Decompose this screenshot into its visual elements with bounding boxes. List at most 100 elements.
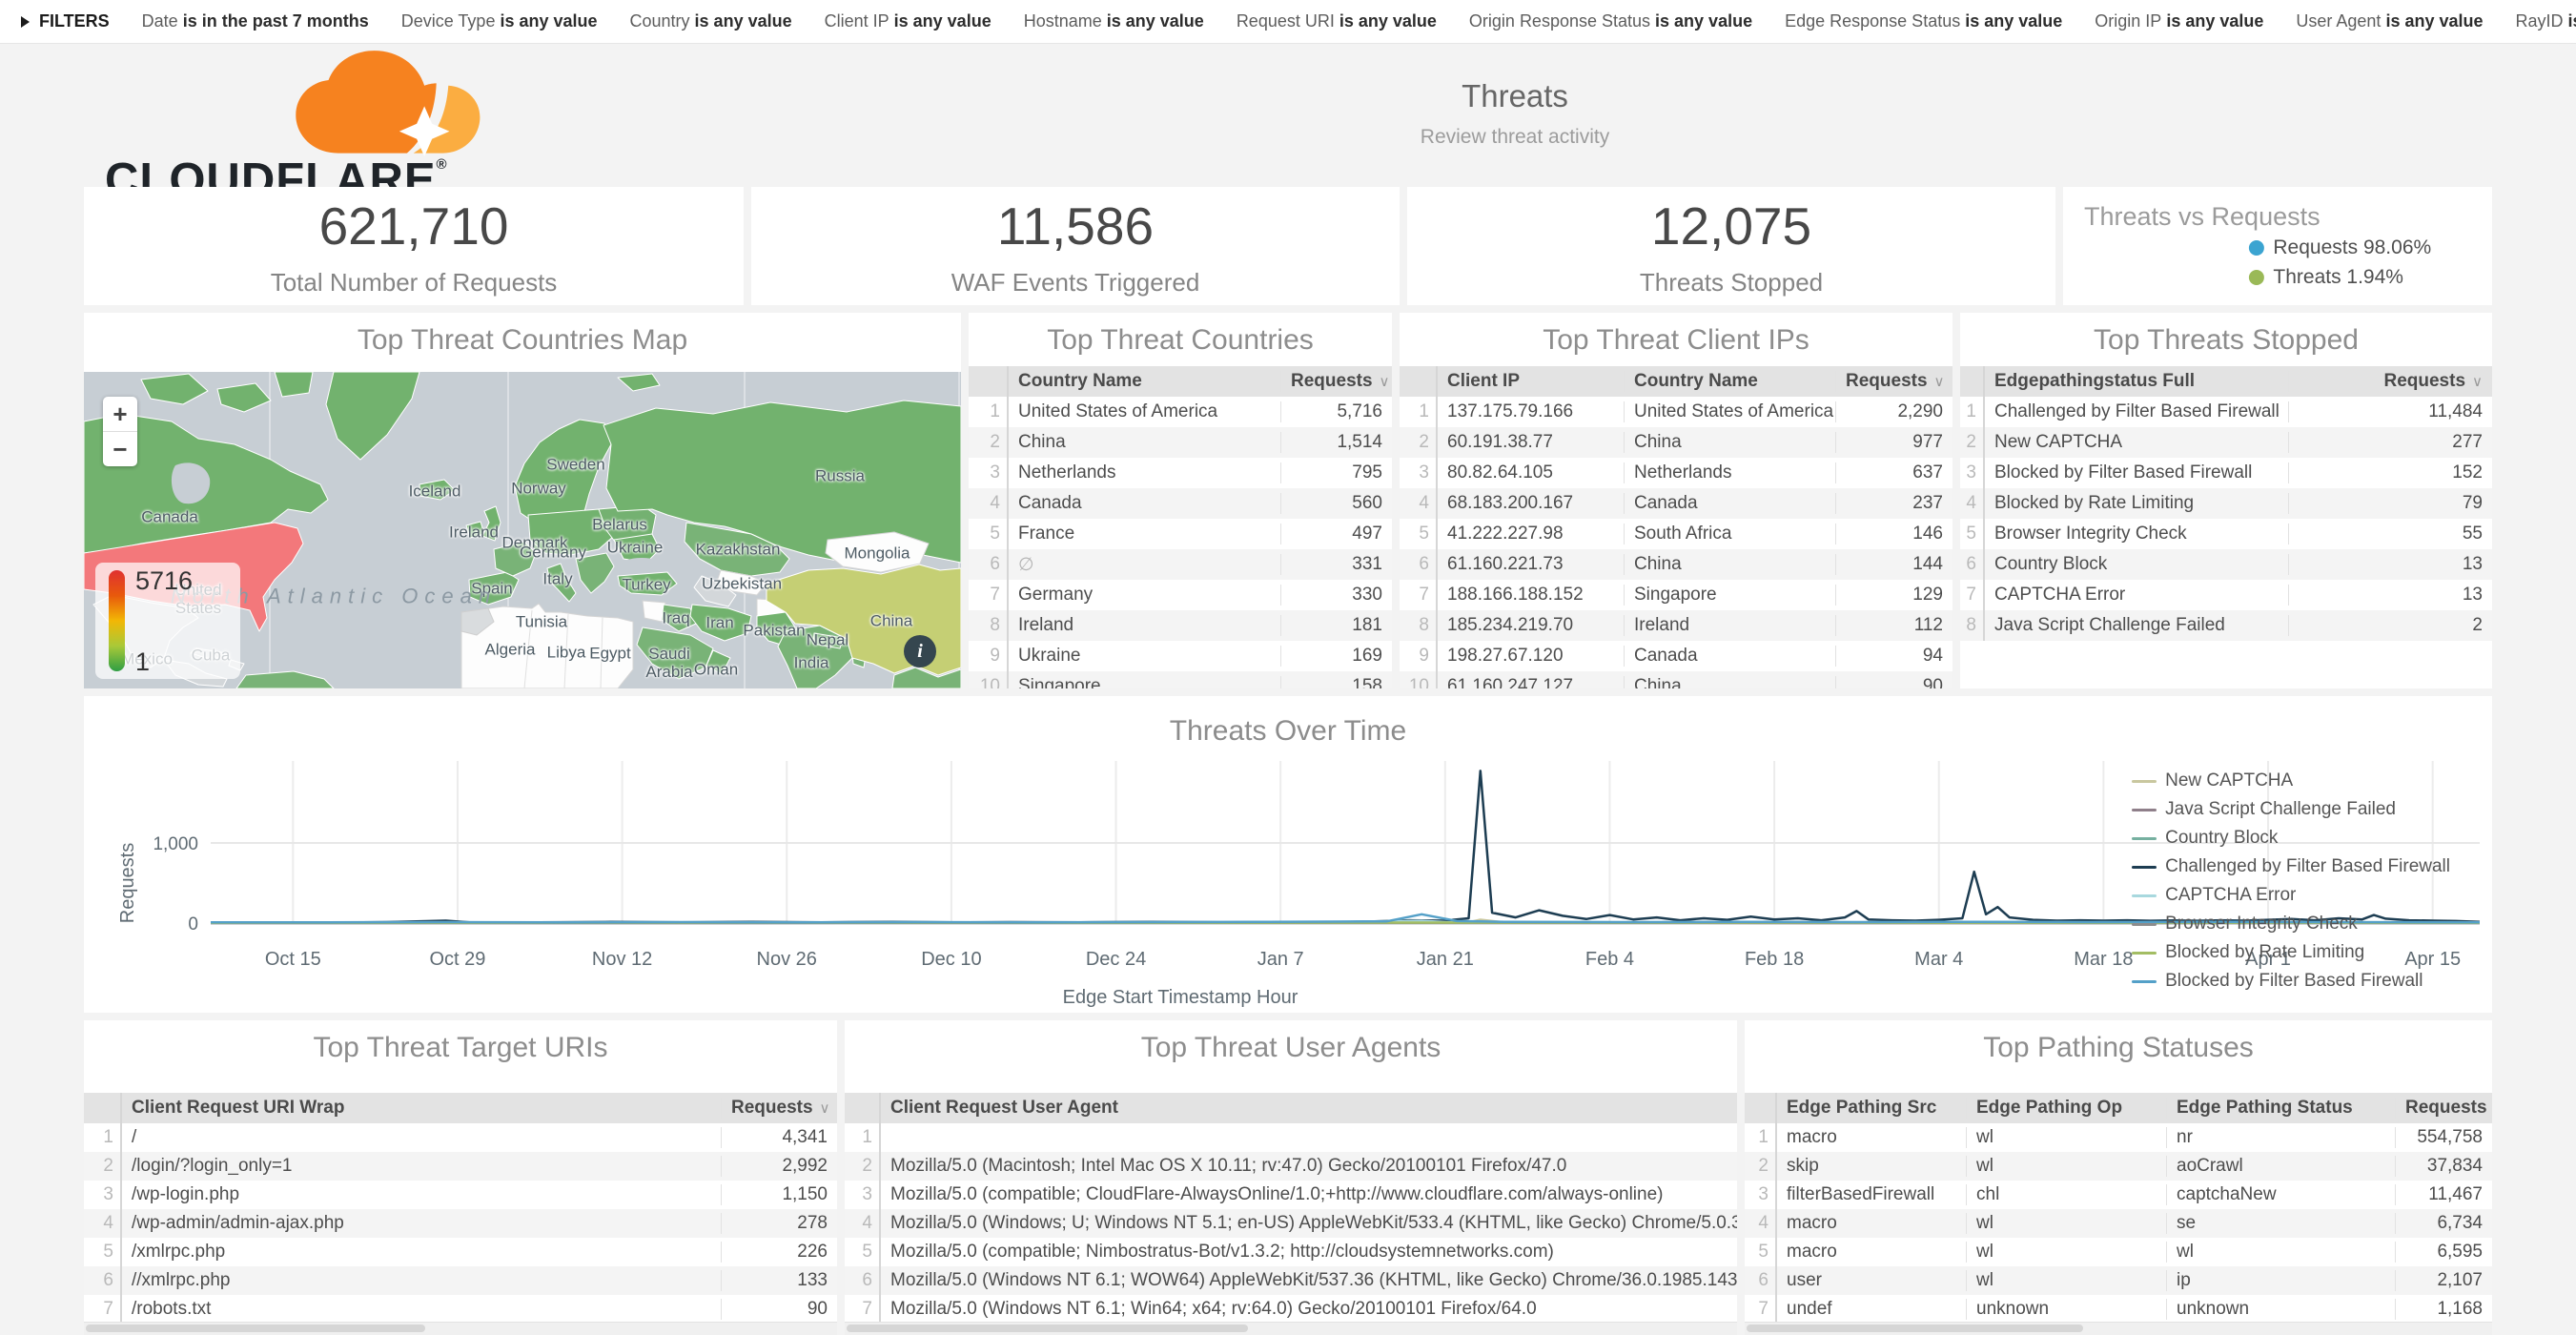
table-row[interactable]: 5 France 497 [969,519,1392,549]
filter-item[interactable]: Hostname is any value [1024,11,1204,31]
table-row[interactable]: 4 Canada 560 [969,488,1392,519]
legend-item[interactable]: Requests 98.06% [2248,236,2431,259]
column-header[interactable]: Edge Pathing Status [2166,1098,2395,1119]
filter-item[interactable]: RayIDis any val... [2516,11,2576,31]
table-row[interactable]: 10 61.160.247.127 China 90 [1400,671,1952,688]
table-row[interactable]: 8 185.234.219.70 Ireland 112 [1400,610,1952,641]
table-row[interactable]: 5 Browser Integrity Check 55 [1960,519,2492,549]
table-row[interactable]: 1 / 4,341 [84,1123,837,1152]
table-row[interactable]: 4 Mozilla/5.0 (Windows; U; Windows NT 5.1… [845,1209,1737,1238]
world-map[interactable]: CanadaUnited StatesMexicoCubaIcelandIrel… [84,371,961,688]
table-row[interactable]: 2 60.191.38.77 China 977 [1400,427,1952,458]
horizontal-scrollbar[interactable] [1745,1322,2492,1335]
map-info-icon[interactable]: i [904,635,936,668]
column-header[interactable]: Requests∨ [721,1098,837,1119]
column-header[interactable]: Requests∨ [1280,371,1392,392]
table-row[interactable]: 6 ∅ 331 [969,549,1392,580]
table-row[interactable]: 6 //xmlrpc.php 133 [84,1266,837,1295]
table-row[interactable]: 1 [845,1123,1737,1152]
table-row[interactable]: 1 Challenged by Filter Based Firewall 11,4… [1960,397,2492,427]
table-row[interactable]: 1 macro wl nr 554,758 [1745,1123,2492,1152]
sort-chevron-icon[interactable]: ∨ [819,1100,830,1117]
table-row[interactable]: 5 41.222.227.98 South Africa 146 [1400,519,1952,549]
table-row[interactable]: 6 61.160.221.73 China 144 [1400,549,1952,580]
table-row[interactable]: 6 user wl ip 2,107 [1745,1266,2492,1295]
filter-item[interactable]: User Agent is any value [2296,11,2483,31]
table-row[interactable]: 10 Singapore 158 [969,671,1392,688]
scrollbar-thumb[interactable] [847,1325,1249,1332]
filter-item[interactable]: Country is any value [630,11,792,31]
sort-chevron-icon[interactable]: ∨ [2472,374,2483,390]
table-row[interactable]: 2 Mozilla/5.0 (Macintosh; Intel Mac OS X … [845,1152,1737,1181]
column-header[interactable]: Requests∨ [1835,371,1952,392]
column-header[interactable]: Edge Pathing Src [1787,1098,1937,1118]
table-row[interactable]: 3 80.82.64.105 Netherlands 637 [1400,458,1952,488]
column-header[interactable]: Edgepathingstatus Full [1994,371,2196,391]
chart-legend-item[interactable]: New CAPTCHA [2132,770,2450,791]
filter-item[interactable]: Client IP is any value [825,11,992,31]
table-row[interactable]: 2 New CAPTCHA 277 [1960,427,2492,458]
column-header[interactable]: Client Request User Agent [890,1098,1118,1118]
table-row[interactable]: 9 198.27.67.120 Canada 94 [1400,641,1952,671]
legend-item[interactable]: Threats 1.94% [2248,266,2431,289]
column-header[interactable]: Client IP [1447,371,1521,391]
table-row[interactable]: 3 Blocked by Filter Based Firewall 152 [1960,458,2492,488]
column-header[interactable]: Country Name [1018,371,1142,391]
filter-item[interactable]: Edge Response Status is any value [1785,11,2062,31]
table-row[interactable]: 1 137.175.79.166 United States of America 2… [1400,397,1952,427]
sort-chevron-icon[interactable]: ∨ [1933,374,1945,390]
table-row[interactable]: 7 188.166.188.152 Singapore 129 [1400,580,1952,610]
chart-legend-item[interactable]: Blocked by Filter Based Firewall [2132,971,2450,992]
table-row[interactable]: 5 macro wl wl 6,595 [1745,1238,2492,1266]
table-row[interactable]: 7 Germany 330 [969,580,1392,610]
chart-legend-item[interactable]: Country Block [2132,828,2450,849]
scrollbar-thumb[interactable] [86,1325,425,1332]
horizontal-scrollbar[interactable] [84,1322,837,1335]
filter-item[interactable]: Date is in the past 7 months [142,11,369,31]
chart-legend-item[interactable]: Blocked by Rate Limiting [2132,942,2450,963]
filter-item[interactable]: Device Type is any value [401,11,598,31]
threats-over-time-chart[interactable]: Threats Over Time Requests 0 1,000 Oct 15 Oct… [84,696,2492,1013]
table-row[interactable]: 2 China 1,514 [969,427,1392,458]
table-row[interactable]: 7 CAPTCHA Error 13 [1960,580,2492,610]
filters-toggle[interactable]: FILTERS [21,11,110,31]
table-row[interactable]: 8 Ireland 181 [969,610,1392,641]
filter-item[interactable]: Request URI is any value [1237,11,1437,31]
scrollbar-thumb[interactable] [1747,1325,2083,1332]
filter-item[interactable]: Origin Response Status is any value [1469,11,1752,31]
chart-legend-item[interactable]: CAPTCHA Error [2132,885,2450,906]
table-row[interactable]: 6 Mozilla/5.0 (Windows NT 6.1; WOW64) App… [845,1266,1737,1295]
table-row[interactable]: 4/wp-admin/admin-ajax.php 278 [84,1209,837,1238]
table-row[interactable]: 3 Mozilla/5.0 (compatible; CloudFlare-Alw… [845,1181,1737,1209]
table-row[interactable]: 3/wp-login.php 1,150 [84,1181,837,1209]
table-row[interactable]: 5/xmlrpc.php 226 [84,1238,837,1266]
table-row[interactable]: 3 Netherlands 795 [969,458,1392,488]
chart-legend-item[interactable]: Browser Integrity Check [2132,914,2450,934]
zoom-out-button[interactable]: − [103,431,137,466]
table-row[interactable]: 2/login/?login_only=1 2,992 [84,1152,837,1181]
sort-chevron-icon[interactable]: ∨ [1379,374,1390,390]
column-header[interactable]: Requests∨ [2288,371,2492,392]
table-row[interactable]: 5 Mozilla/5.0 (compatible; Nimbostratus-B… [845,1238,1737,1266]
table-row[interactable]: 4 macro wl se 6,734 [1745,1209,2492,1238]
column-header[interactable]: Requests∨ [2395,1098,2492,1119]
horizontal-scrollbar[interactable] [845,1322,1737,1335]
column-header[interactable]: Country Name [1624,371,1835,392]
table-row[interactable]: 6 Country Block 13 [1960,549,2492,580]
column-header[interactable]: Client Request URI Wrap [132,1098,345,1118]
table-row[interactable]: 1 United States of America 5,716 [969,397,1392,427]
table-row[interactable]: 3 filterBasedFirewall chl captchaNew 11,467 [1745,1181,2492,1209]
table-row[interactable]: 2 skip wl aoCrawl 37,834 [1745,1152,2492,1181]
table-row[interactable]: 7 Mozilla/5.0 (Windows NT 6.1; Win64; x64… [845,1295,1737,1324]
chart-legend-item[interactable]: Java Script Challenge Failed [2132,799,2450,820]
table-row[interactable]: 8 Java Script Challenge Failed 2 [1960,610,2492,641]
table-row[interactable]: 7 undef unknown unknown 1,168 [1745,1295,2492,1324]
filter-item[interactable]: Origin IP is any value [2095,11,2263,31]
table-row[interactable]: 4 68.183.200.167 Canada 237 [1400,488,1952,519]
table-row[interactable]: 7/robots.txt 90 [84,1295,837,1324]
table-row[interactable]: 4 Blocked by Rate Limiting 79 [1960,488,2492,519]
column-header[interactable]: Edge Pathing Op [1966,1098,2166,1119]
chart-legend-item[interactable]: Challenged by Filter Based Firewall [2132,856,2450,877]
table-row[interactable]: 9 Ukraine 169 [969,641,1392,671]
zoom-in-button[interactable]: + [112,399,128,428]
